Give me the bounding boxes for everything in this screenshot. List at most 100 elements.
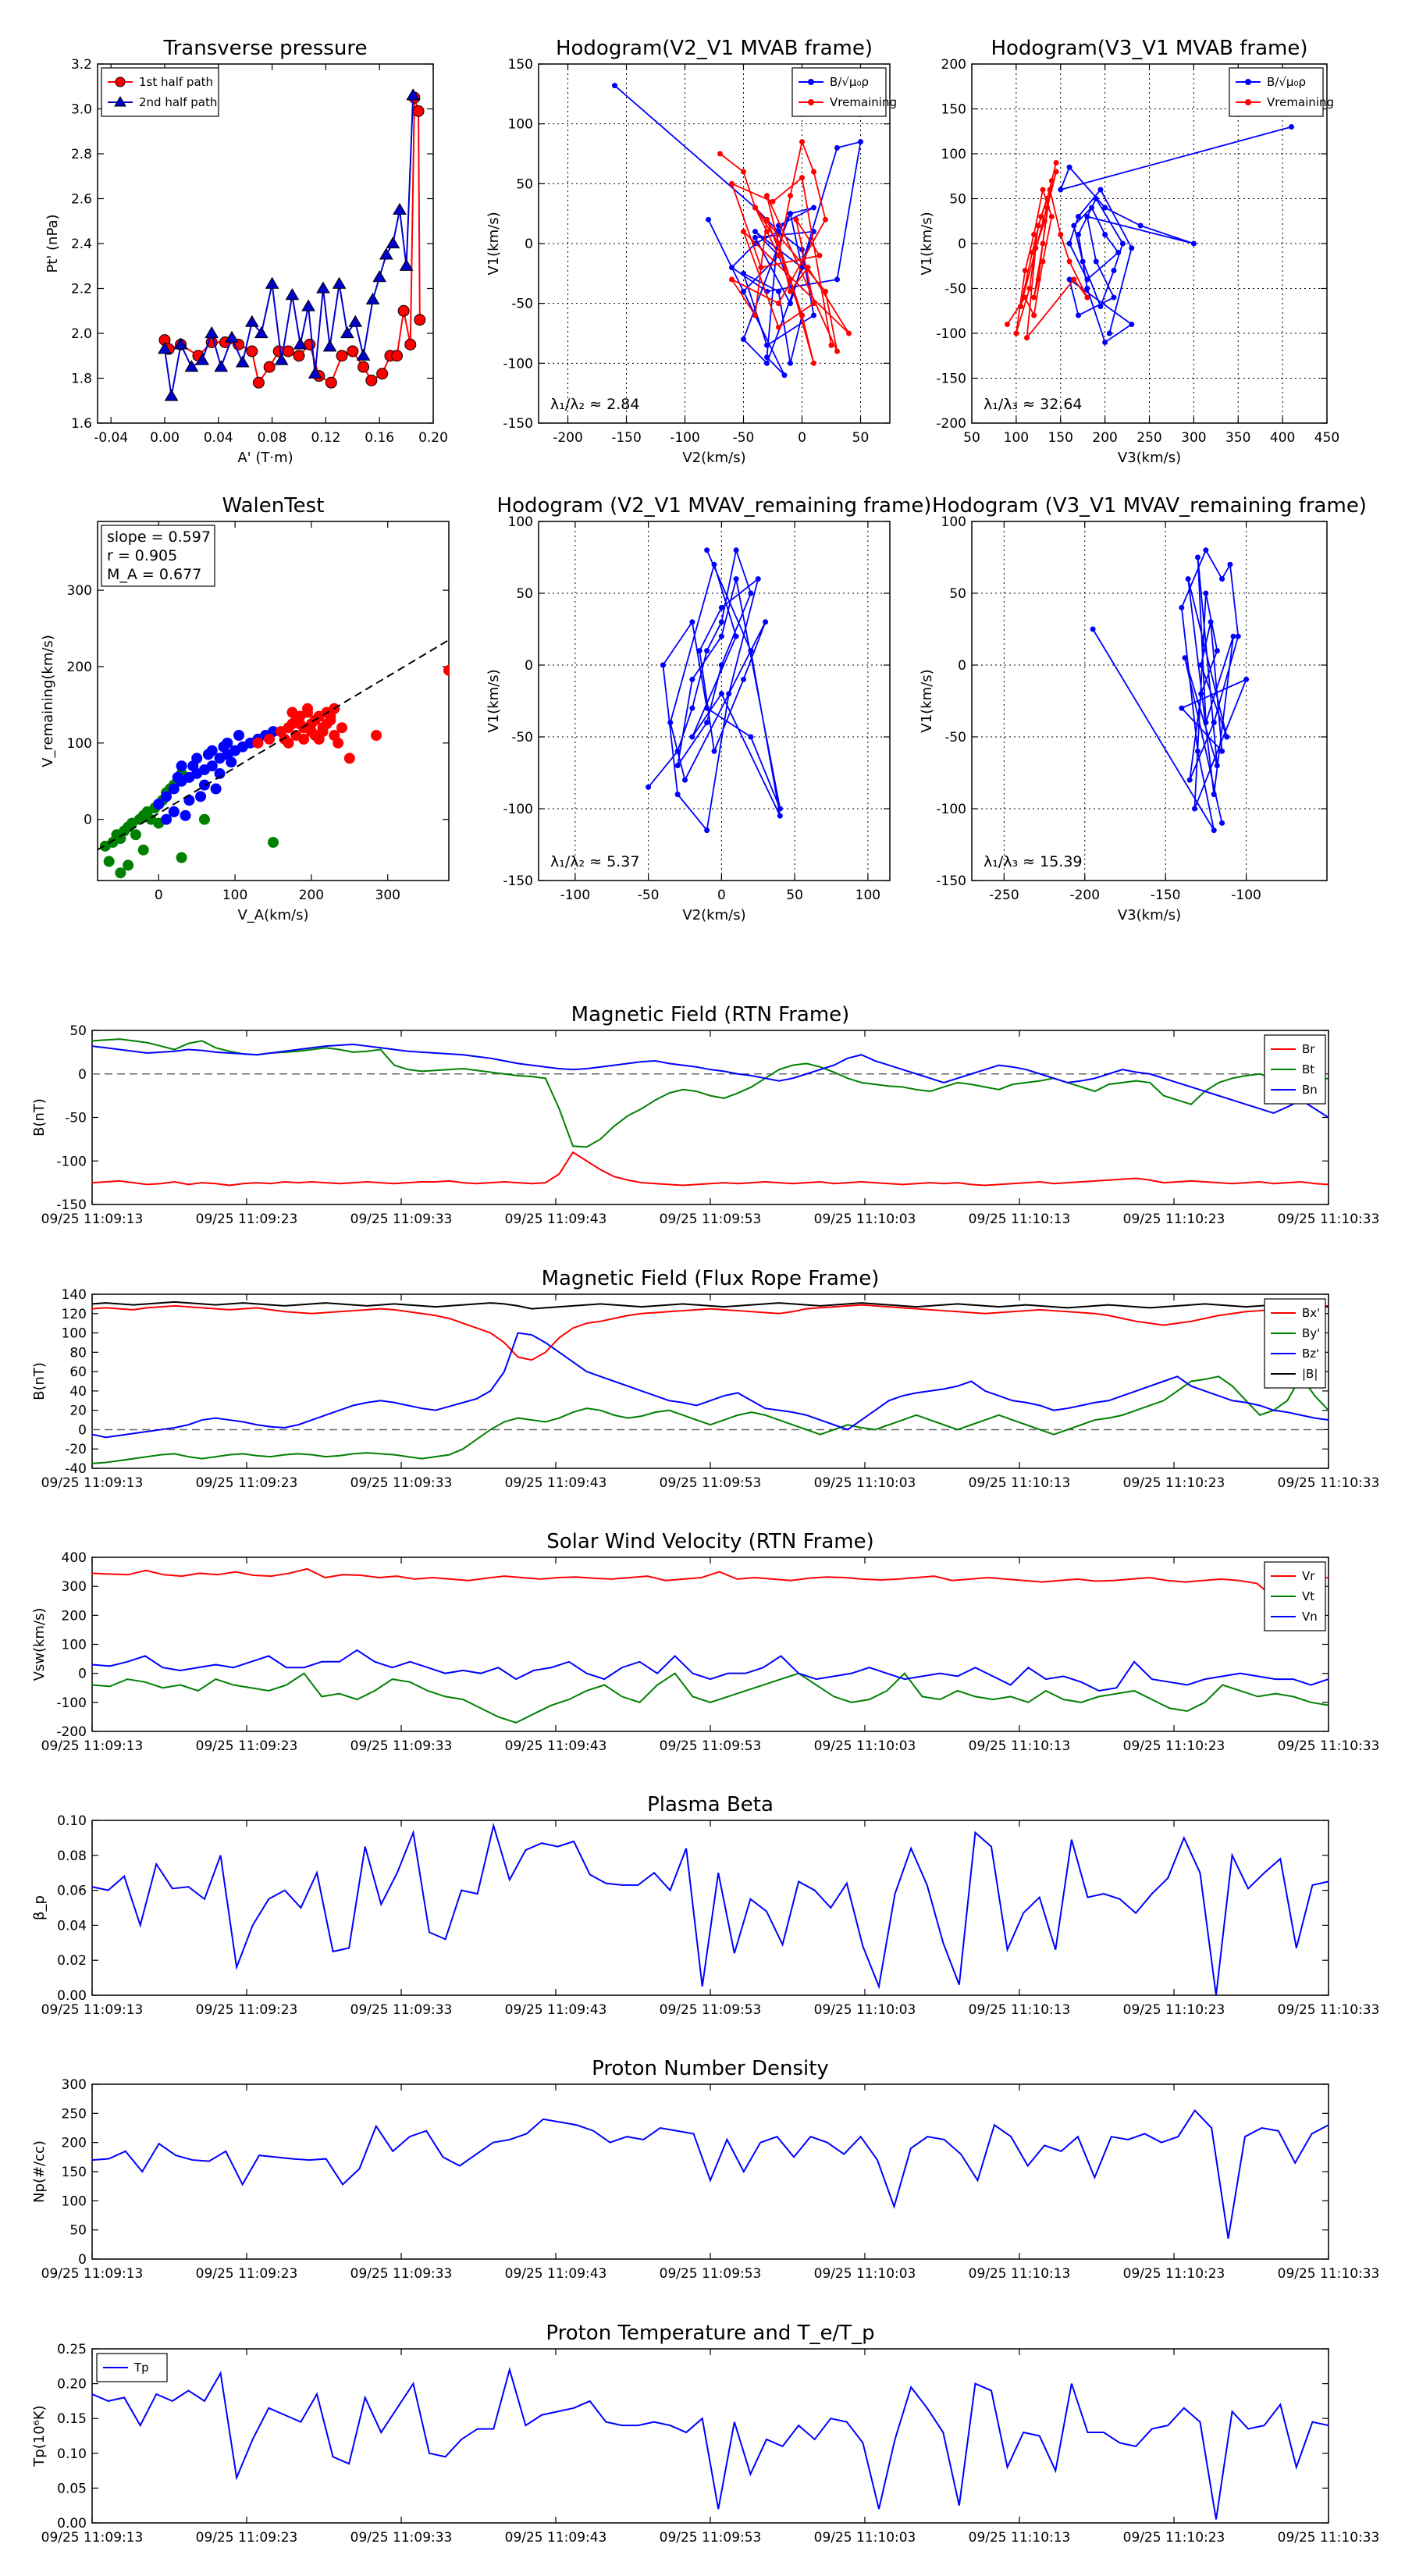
data-point <box>718 691 724 697</box>
x-tick-label: 0 <box>798 430 806 446</box>
data-point <box>776 301 781 307</box>
data-point <box>799 312 805 318</box>
y-tick-label: -200 <box>936 416 966 432</box>
y-tick-label: 0.25 <box>57 2342 87 2357</box>
tp2-panel: 09/25 11:09:13 09/25 11:09:23 09/25 11:09:… <box>31 2322 1379 2546</box>
data-point <box>729 180 735 187</box>
data-point <box>788 360 793 366</box>
data-point <box>1211 720 1217 726</box>
data-point <box>214 767 226 779</box>
data-point <box>348 315 363 327</box>
data-point <box>788 276 793 283</box>
data-point <box>1093 258 1099 265</box>
data-point <box>752 205 758 211</box>
series--b- <box>92 1300 1329 1310</box>
y-tick-label: 20 <box>69 1404 87 1419</box>
x-tick-label: 350 <box>1225 430 1250 446</box>
data-point <box>286 706 298 718</box>
data-point <box>1040 187 1046 193</box>
data-point <box>718 662 724 668</box>
x-tick-label: 09/25 11:10:13 <box>969 1475 1071 1491</box>
series-line <box>92 1304 1329 1361</box>
data-point <box>340 326 354 339</box>
data-point <box>1048 214 1055 219</box>
x-tick-label: -100 <box>560 888 591 903</box>
series-b- <box>1058 124 1294 345</box>
x-tick-label: 09/25 11:10:03 <box>814 1475 916 1491</box>
series-vn <box>92 1649 1329 1692</box>
x-tick-label: 400 <box>1270 430 1295 446</box>
legend-label: Vremaining <box>1267 95 1334 109</box>
x-tick-label: 09/25 11:10:33 <box>1278 1475 1380 1491</box>
data-point <box>168 806 180 817</box>
walen-r: r = 0.905 <box>107 547 177 564</box>
data-point <box>741 288 746 294</box>
y-tick-label: -50 <box>511 730 533 745</box>
vsw-legend: Vr Vt Vn <box>1264 1561 1326 1631</box>
hodo2-legend: B/√μ₀ρ Vremaining <box>1229 67 1334 117</box>
hodo1-ylabel: V1(km/s) <box>486 212 502 275</box>
data-point <box>1129 245 1135 251</box>
np-ylabel: Np(#/cc) <box>31 2140 48 2203</box>
data-point <box>265 276 279 289</box>
y-tick-label: 300 <box>62 1579 87 1595</box>
data-point <box>612 83 617 89</box>
y-tick-label: -100 <box>56 1154 87 1169</box>
data-point <box>1203 720 1209 726</box>
data-point <box>1053 169 1059 175</box>
data-point <box>1219 748 1225 754</box>
data-point <box>674 763 681 769</box>
y-tick-label: 2.6 <box>71 192 92 208</box>
data-point <box>748 734 754 740</box>
series--p <box>92 1822 1329 1995</box>
data-point <box>704 827 710 834</box>
data-point <box>1119 240 1126 247</box>
y-tick-label: 0 <box>525 658 533 674</box>
series-line <box>92 1332 1329 1439</box>
x-tick-label: 09/25 11:09:13 <box>41 1738 144 1754</box>
y-tick-label: 200 <box>941 57 966 73</box>
data-point <box>646 784 652 790</box>
legend-label: By' <box>1302 1326 1320 1340</box>
data-point <box>1198 691 1204 697</box>
data-point <box>1195 554 1201 560</box>
data-point <box>293 350 305 362</box>
data-point <box>1026 286 1033 291</box>
data-point <box>793 216 799 222</box>
data-point <box>205 326 219 339</box>
y-tick-label: 0 <box>78 1667 87 1682</box>
walen-axes-frame <box>97 521 450 881</box>
data-point <box>1235 633 1241 639</box>
data-point <box>788 211 793 217</box>
data-point <box>376 368 389 380</box>
data-point <box>301 299 315 311</box>
series-line <box>92 1043 1329 1119</box>
x-tick-label: 09/25 11:09:43 <box>505 1738 607 1754</box>
data-point <box>741 336 746 343</box>
data-point <box>1111 294 1117 301</box>
x-tick-label: -50 <box>733 430 755 446</box>
y-tick-label: -150 <box>936 873 966 889</box>
x-tick-label: 09/25 11:10:13 <box>969 2530 1071 2546</box>
hodo1-xlabel: V2(km/s) <box>682 450 745 466</box>
data-point <box>726 691 732 697</box>
data-point <box>667 720 674 726</box>
data-point <box>336 722 348 734</box>
data-point <box>1040 258 1046 265</box>
data-point <box>198 813 210 825</box>
y-tick-label: -150 <box>56 1197 87 1213</box>
series-b- <box>612 83 863 379</box>
series-line <box>647 547 781 832</box>
x-tick-label: -50 <box>638 888 660 903</box>
data-point <box>1289 124 1294 130</box>
legend-marker <box>114 96 126 107</box>
x-tick-label: 09/25 11:09:53 <box>660 2530 762 2546</box>
mag_fr-axes-frame <box>91 1293 1329 1469</box>
legend-label: Bn <box>1302 1083 1318 1097</box>
data-point <box>168 783 180 795</box>
data-point <box>811 301 816 307</box>
hodo4-title: Hodogram (V3_V1 MVAV_remaining frame) <box>932 494 1367 518</box>
walen-title: WalenTest <box>222 494 325 518</box>
data-point <box>764 216 770 222</box>
data-point <box>682 777 688 783</box>
